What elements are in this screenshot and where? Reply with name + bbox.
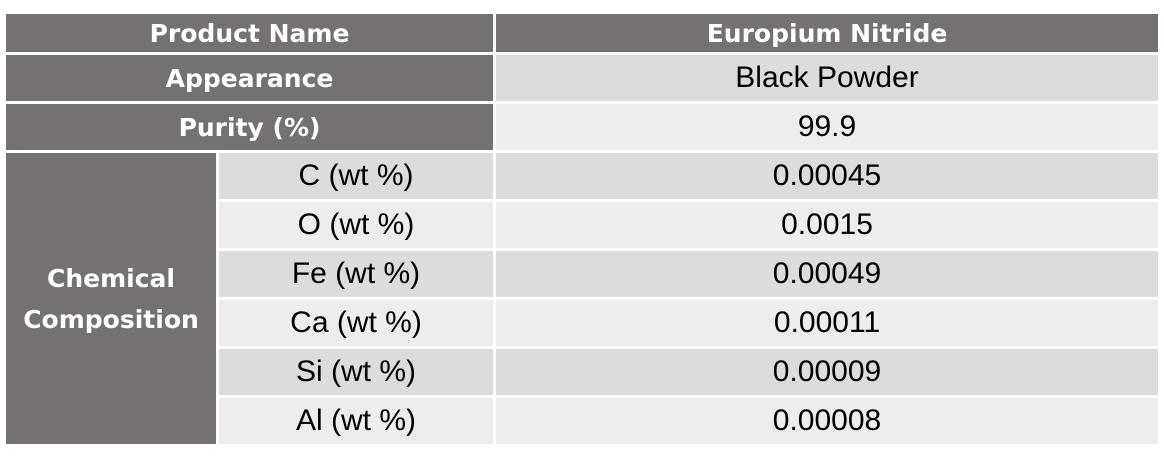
element-value: 0.00011	[493, 297, 1162, 349]
chemical-composition-label-line1: Chemical	[47, 263, 175, 293]
composition-row-ca: Ca (wt %) 0.00011	[5, 297, 1162, 349]
composition-row-c: Chemical Composition C (wt %) 0.00045	[3, 150, 1162, 447]
element-value: 0.00009	[493, 346, 1162, 398]
element-label: Si (wt %)	[215, 346, 497, 398]
chemical-composition-label: Chemical Composition	[3, 150, 219, 447]
element-label: Al (wt %)	[215, 395, 497, 447]
product-spec-table: Product Name Europium Nitride Appearance…	[2, 11, 1162, 447]
product-name-row: Product Name Europium Nitride	[2, 11, 1162, 55]
element-label: Fe (wt %)	[215, 248, 497, 300]
appearance-label: Appearance	[2, 52, 497, 104]
appearance-row: Appearance Black Powder	[2, 52, 1162, 104]
composition-row-o: O (wt %) 0.0015	[5, 199, 1162, 251]
product-name-value: Europium Nitride	[493, 11, 1162, 55]
element-value: 0.0015	[493, 199, 1162, 251]
composition-row-fe: Fe (wt %) 0.00049	[5, 248, 1162, 300]
product-name-label: Product Name	[2, 11, 497, 55]
element-value: 0.00008	[493, 395, 1162, 447]
chemical-composition-label-line2: Composition	[23, 304, 199, 334]
element-label: Ca (wt %)	[215, 297, 497, 349]
element-value: 0.00045	[493, 150, 1162, 202]
composition-row-si: Si (wt %) 0.00009	[5, 346, 1162, 398]
purity-row: Purity (%) 99.9	[2, 101, 1162, 153]
element-label: C (wt %)	[215, 150, 497, 202]
purity-label: Purity (%)	[2, 101, 497, 153]
element-label: O (wt %)	[215, 199, 497, 251]
appearance-value: Black Powder	[493, 52, 1162, 104]
element-value: 0.00049	[493, 248, 1162, 300]
purity-value: 99.9	[493, 101, 1162, 153]
composition-row-al: Al (wt %) 0.00008	[5, 395, 1162, 447]
